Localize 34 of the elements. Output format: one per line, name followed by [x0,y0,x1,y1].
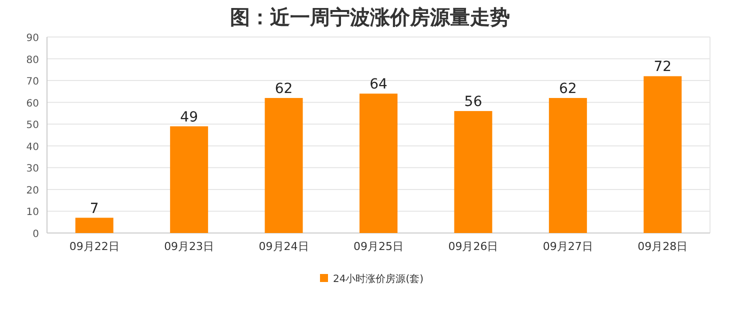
y-tick-label: 0 [32,229,39,240]
data-label: 62 [559,80,577,97]
y-tick-label: 80 [26,54,39,66]
x-tick-label: 09月28日 [638,240,688,253]
x-tick-label: 09月24日 [258,240,309,253]
bar [644,76,682,233]
y-tick-label: 40 [26,142,39,153]
chart-title: 图：近一周宁波涨价房源量走势 [230,5,510,29]
legend-label: 24小时涨价房源(套) [333,273,424,285]
legend: 24小时涨价房源(套) [320,274,424,285]
x-tick-label: 09月23日 [164,240,214,253]
x-tick-label: 09月25日 [354,240,404,253]
y-tick-label: 60 [26,98,39,110]
x-tick-label: 09月22日 [69,240,120,253]
x-tick-label: 09月26日 [448,240,498,253]
y-tick-label: 50 [26,120,39,132]
data-label: 56 [464,94,482,110]
y-tick-label: 20 [26,185,39,196]
bar [75,218,114,233]
data-label: 72 [654,59,672,76]
y-tick-label: 30 [26,164,39,175]
bar [548,98,587,233]
y-tick-label: 90 [26,33,39,44]
bar [454,111,492,233]
y-tick-label: 10 [26,207,39,218]
y-tick-label: 70 [26,76,39,88]
x-tick-label: 09月27日 [542,240,593,253]
bar [360,94,398,233]
data-label: 49 [180,109,198,126]
data-label: 7 [90,200,99,217]
bar [170,126,208,233]
data-label: 62 [274,80,293,97]
bar [264,98,303,233]
data-label: 64 [370,76,388,93]
